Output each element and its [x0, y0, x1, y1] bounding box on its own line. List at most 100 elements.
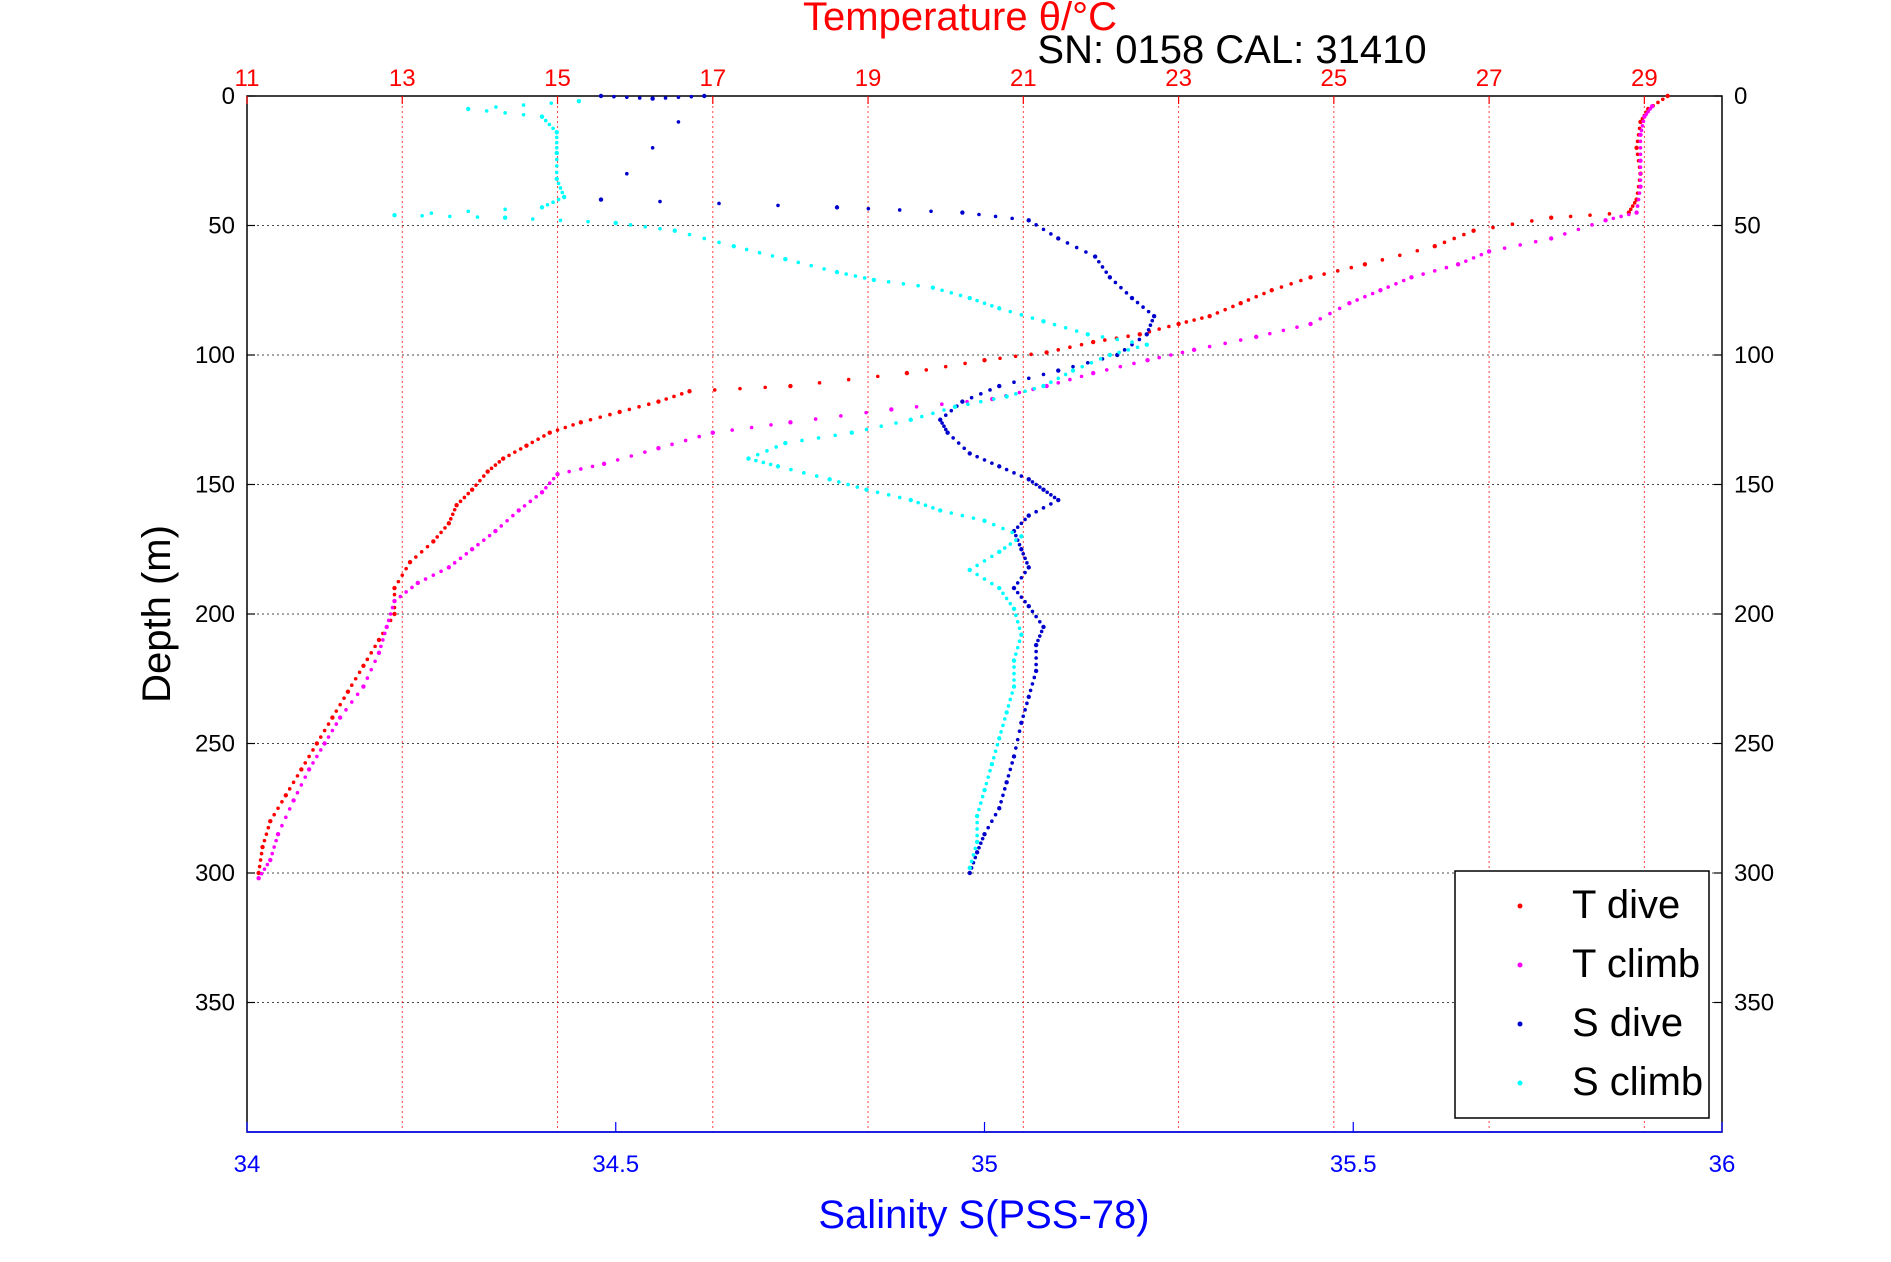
data-point — [392, 212, 397, 218]
data-point-interp — [1104, 270, 1108, 274]
data-point-interp — [450, 512, 455, 517]
data-point-interp — [999, 799, 1003, 804]
data-point-interp — [977, 212, 981, 217]
data-point-interp — [975, 298, 979, 303]
chart-title: Temperature θ/°C — [803, 0, 1117, 39]
data-point-interp — [272, 812, 276, 817]
data-point — [982, 787, 987, 793]
data-point-interp — [257, 864, 262, 869]
data-point-interp — [1026, 376, 1031, 381]
data-point — [322, 741, 327, 746]
data-point-interp — [1398, 253, 1402, 258]
data-point-interp — [1052, 322, 1057, 327]
y-tick-label-left: 200 — [195, 601, 235, 628]
data-point-interp — [1015, 737, 1020, 742]
data-point-interp — [864, 410, 868, 415]
data-point-interp — [1034, 649, 1038, 654]
data-point-interp — [266, 825, 271, 830]
data-point-interp — [518, 447, 523, 451]
data-point-interp — [280, 799, 284, 804]
data-point-interp — [643, 450, 647, 454]
data-point-interp — [1502, 246, 1507, 250]
data-point-interp — [545, 202, 550, 207]
y-tick-label-right: 150 — [1734, 472, 1774, 499]
data-point-interp — [478, 478, 482, 483]
data-point-interp — [1167, 324, 1171, 329]
data-point-interp — [1462, 232, 1466, 237]
y-tick-label-left: 150 — [195, 472, 235, 499]
data-point-interp — [258, 858, 263, 862]
data-point-interp — [1568, 214, 1573, 219]
data-point-interp — [530, 217, 535, 221]
data-point-interp — [1084, 250, 1088, 254]
data-point — [361, 663, 366, 668]
data-point-interp — [1281, 328, 1286, 333]
data-point-interp — [1632, 201, 1637, 205]
data-point-interp — [259, 871, 264, 876]
data-point — [598, 93, 604, 99]
data-point-interp — [979, 392, 983, 396]
data-point-interp — [276, 806, 280, 811]
data-point-interp — [977, 807, 981, 812]
data-point — [469, 487, 475, 492]
legend-entry: S dive — [1517, 1001, 1683, 1045]
data-point-interp — [551, 476, 556, 481]
data-point-interp — [1012, 471, 1016, 475]
data-point — [1129, 295, 1135, 301]
data-point-interp — [1442, 240, 1447, 245]
data-point — [601, 461, 607, 466]
data-point-interp — [990, 303, 994, 308]
data-point — [1254, 334, 1259, 340]
series-t-climb — [256, 104, 1655, 881]
x-bottom-tick-label: 34 — [234, 1151, 261, 1178]
data-point — [938, 417, 943, 422]
data-point-interp — [522, 504, 527, 508]
data-point-interp — [969, 859, 974, 864]
data-point-interp — [973, 846, 978, 851]
data-point — [1378, 288, 1383, 293]
data-point — [1026, 694, 1031, 700]
data-point-interp — [322, 728, 327, 733]
data-point-interp — [979, 399, 983, 404]
legend-label: S dive — [1572, 1001, 1683, 1045]
data-point-interp — [1049, 380, 1053, 384]
data-point-interp — [1068, 377, 1072, 382]
data-point — [1638, 184, 1643, 189]
data-point-interp — [866, 206, 871, 211]
data-point-interp — [505, 518, 509, 523]
data-point-interp — [982, 559, 987, 563]
data-point — [1011, 606, 1017, 612]
data-point-interp — [1010, 530, 1014, 535]
data-point-interp — [287, 787, 292, 791]
data-point-interp — [1036, 638, 1040, 643]
data-point — [1549, 236, 1554, 241]
data-point-interp — [679, 392, 684, 396]
data-point-interp — [551, 200, 555, 204]
data-point — [1151, 313, 1157, 319]
data-point-interp — [943, 364, 948, 369]
data-point-interp — [357, 670, 362, 675]
data-point — [783, 440, 788, 446]
data-point-interp — [991, 522, 996, 527]
data-point-interp — [1080, 364, 1085, 369]
data-point — [1056, 236, 1061, 241]
data-point — [314, 741, 320, 746]
data-point-interp — [995, 742, 1000, 747]
data-point-interp — [493, 463, 498, 467]
data-point-interp — [1130, 342, 1134, 347]
y-tick-label-right: 250 — [1734, 731, 1774, 758]
x-top-tick-label: 13 — [389, 65, 416, 92]
data-point — [1011, 684, 1017, 689]
data-point — [997, 464, 1002, 469]
data-point-interp — [499, 524, 504, 528]
data-point — [485, 469, 490, 474]
data-point-interp — [558, 186, 563, 190]
data-point-interp — [560, 190, 565, 195]
data-point-interp — [1576, 227, 1581, 232]
data-point-interp — [1421, 272, 1425, 276]
data-point-interp — [521, 112, 526, 117]
data-point-interp — [931, 411, 935, 416]
data-point — [889, 407, 894, 412]
data-point-interp — [916, 500, 920, 505]
data-point-interp — [1012, 380, 1016, 384]
